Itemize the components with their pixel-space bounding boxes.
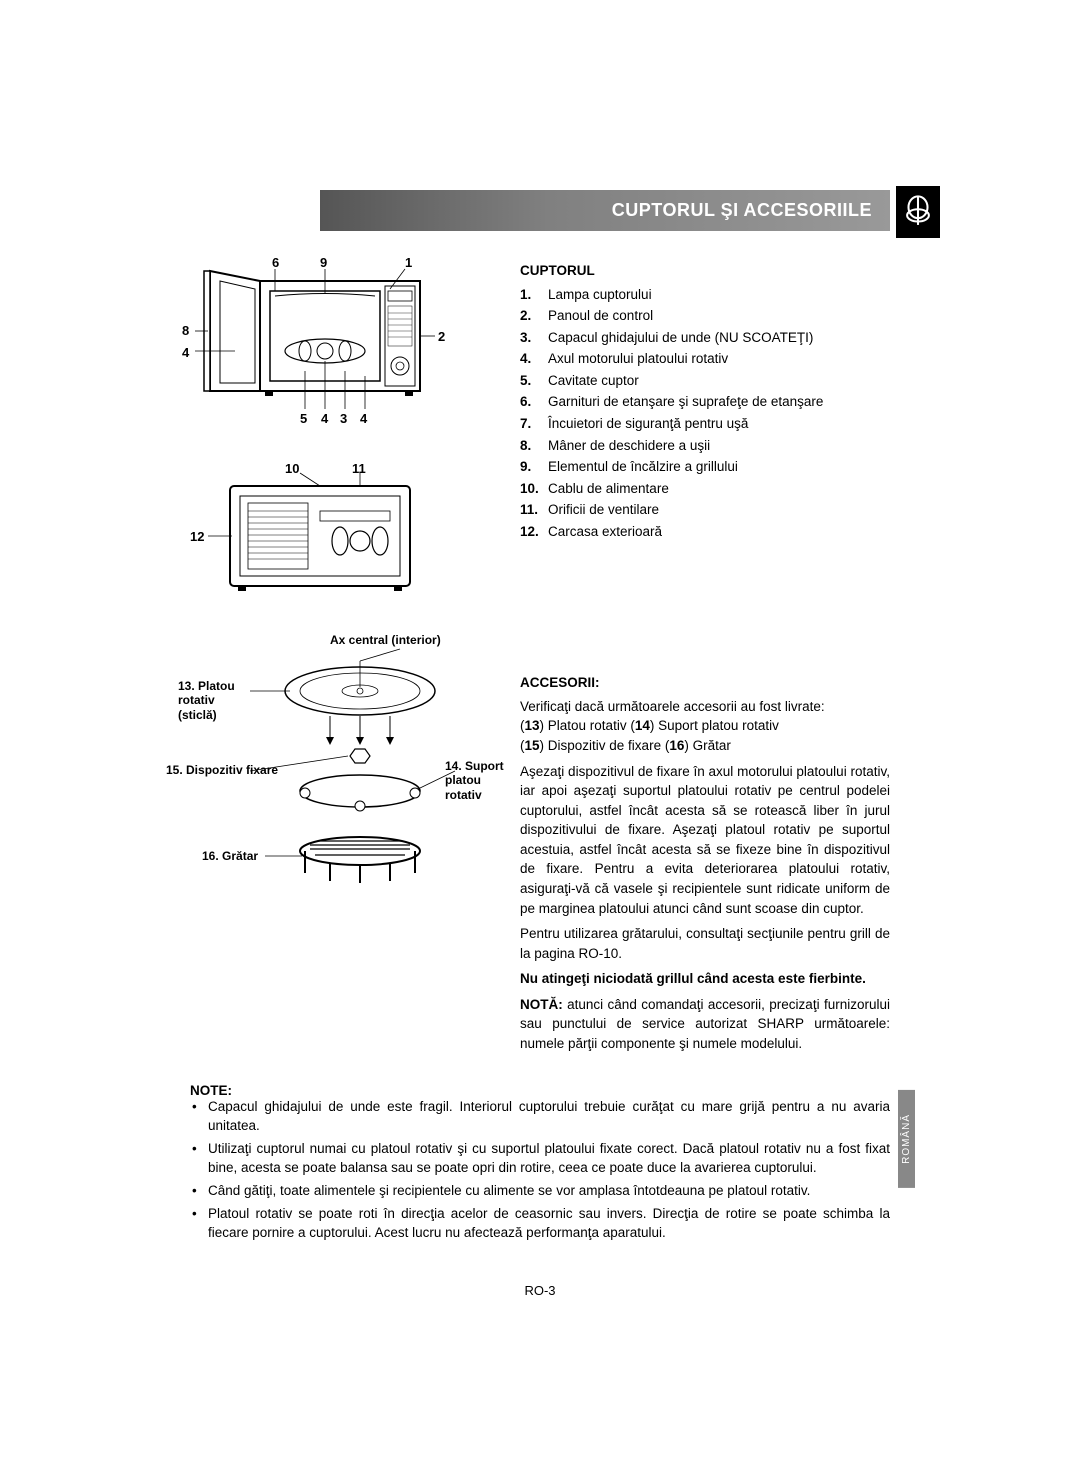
- callout-6: 6: [272, 255, 279, 270]
- label-13: 13. Platou rotativ (sticlă): [178, 679, 248, 722]
- cuptorul-title: CUPTORUL: [520, 261, 890, 281]
- oven-open-diagram: 6 9 1 8 4 2 5 4 3 4: [190, 261, 490, 451]
- notes-title: NOTE:: [190, 1083, 890, 1098]
- label-16: 16. Grătar: [202, 849, 258, 863]
- accesorii-text: Verificaţi dacă următoarele accesorii au…: [520, 697, 890, 1054]
- label-15: 15. Dispozitiv fixare: [166, 763, 286, 777]
- note-item: Capacul ghidajului de unde este fragil. …: [208, 1098, 890, 1136]
- ax-label: Ax central (interior): [330, 633, 441, 647]
- note-item: Când gătiţi, toate alimentele şi recipie…: [208, 1182, 890, 1201]
- part-item: 11.Orificii de ventilare: [520, 500, 890, 520]
- oven-back-svg: [190, 471, 430, 601]
- callout-12: 12: [190, 529, 204, 544]
- callout-3: 3: [340, 411, 347, 426]
- accesorii-title: ACCESORII:: [520, 673, 890, 693]
- part-item: 1.Lampa cuptorului: [520, 285, 890, 305]
- callout-10: 10: [285, 461, 299, 476]
- part-item: 8.Mâner de deschidere a uşii: [520, 436, 890, 456]
- page-number: RO-3: [190, 1283, 890, 1298]
- notes-list: Capacul ghidajului de unde este fragil. …: [190, 1098, 890, 1242]
- callout-1: 1: [405, 255, 412, 270]
- note-item: Platoul rotativ se poate roti în direcţi…: [208, 1205, 890, 1243]
- parts-list: 1.Lampa cuptorului 2.Panoul de control 3…: [520, 285, 890, 542]
- part-item: 9.Elementul de încălzire a grillului: [520, 457, 890, 477]
- part-item: 6.Garnituri de etanşare şi suprafeţe de …: [520, 392, 890, 412]
- section-header: CUPTORUL ŞI ACCESORIILE: [320, 190, 890, 231]
- callout-2: 2: [438, 329, 445, 344]
- warning-text: Nu atingeţi niciodată grillul când acest…: [520, 969, 890, 989]
- callout-11: 11: [352, 461, 366, 476]
- accessories-diagram: Ax central (interior) 13. Platou rotativ…: [190, 641, 490, 901]
- callout-4: 4: [182, 345, 189, 360]
- callout-9: 9: [320, 255, 327, 270]
- diagrams-column: 6 9 1 8 4 2 5 4 3 4: [190, 261, 490, 1059]
- microwave-icon: [896, 186, 940, 238]
- part-item: 5.Cavitate cuptor: [520, 371, 890, 391]
- part-item: 12.Carcasa exterioară: [520, 522, 890, 542]
- callout-8: 8: [182, 323, 189, 338]
- section-title: CUPTORUL ŞI ACCESORIILE: [612, 200, 872, 220]
- oven-back-diagram: 10 11 12: [190, 471, 490, 621]
- oven-open-svg: [190, 261, 450, 421]
- callout-4c: 4: [360, 411, 367, 426]
- note-item: Utilizaţi cuptorul numai cu platoul rota…: [208, 1140, 890, 1178]
- part-item: 10.Cablu de alimentare: [520, 479, 890, 499]
- callout-4b: 4: [321, 411, 328, 426]
- part-item: 3.Capacul ghidajului de unde (NU SCOATEŢ…: [520, 328, 890, 348]
- callout-5: 5: [300, 411, 307, 426]
- language-tab: ROMÂNĂ: [898, 1090, 915, 1188]
- part-item: 2.Panoul de control: [520, 306, 890, 326]
- part-item: 7.Încuietori de siguranţă pentru uşă: [520, 414, 890, 434]
- label-14: 14. Suport platou rotativ: [445, 759, 505, 802]
- part-item: 4.Axul motorului platoului rotativ: [520, 349, 890, 369]
- text-column: CUPTORUL 1.Lampa cuptorului 2.Panoul de …: [520, 261, 890, 1059]
- notes-section: NOTE: Capacul ghidajului de unde este fr…: [190, 1083, 890, 1242]
